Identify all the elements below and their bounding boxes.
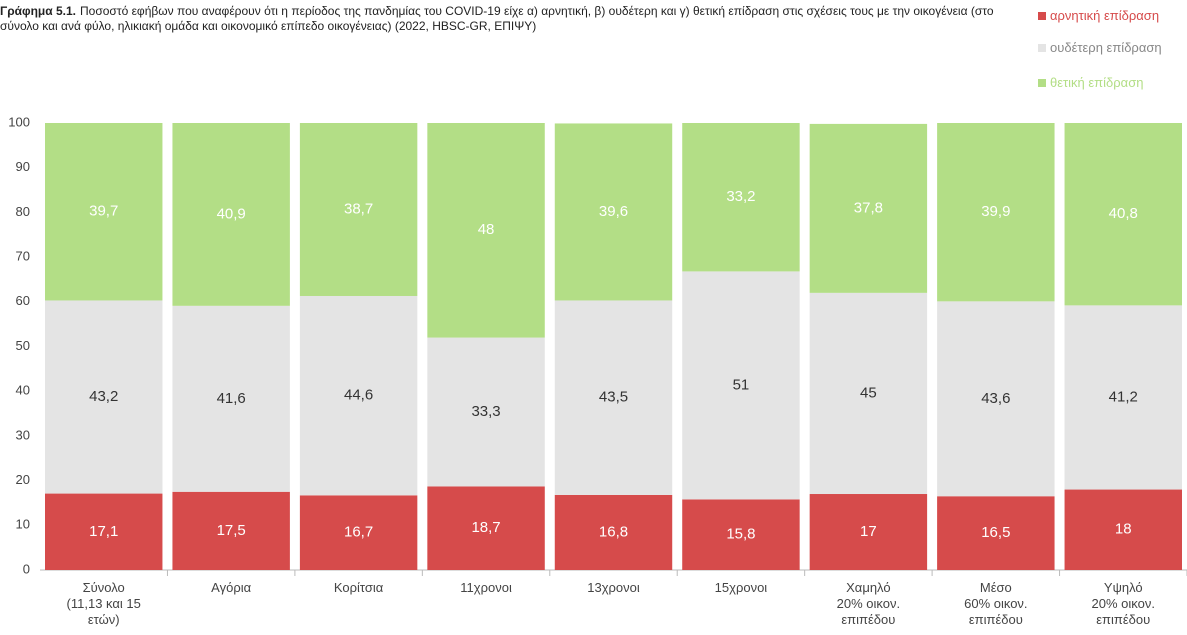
y-tick-label: 50 [16, 338, 30, 353]
legend-swatch [1038, 43, 1046, 52]
value-label: 43,5 [599, 389, 628, 406]
bar-segment [299, 123, 418, 296]
bar-segment [427, 337, 545, 487]
bar-segment [554, 123, 673, 301]
title-text: Ποσοστό εφήβων που αναφέρουν ότι η περίο… [0, 4, 994, 33]
value-label: 43,6 [981, 390, 1010, 407]
value-label: 16,5 [981, 524, 1010, 541]
y-tick-label: 20 [16, 472, 30, 487]
bar-segment [172, 305, 290, 492]
bar-segment [809, 494, 928, 570]
legend-label: αρνητική επίδραση [1050, 8, 1160, 23]
value-label: 39,7 [89, 203, 118, 220]
legend-item: αρνητική επίδραση [1038, 8, 1159, 23]
value-label: 40,8 [1109, 205, 1138, 222]
x-tick-label: 15χρονοι [714, 580, 768, 595]
value-label: 38,7 [344, 200, 373, 217]
y-tick-label: 80 [16, 204, 30, 219]
bar-segment [554, 300, 673, 495]
value-label: 48 [478, 221, 495, 238]
y-tick-label: 70 [16, 249, 30, 264]
title-prefix: Γράφημα 5.1. [0, 4, 76, 18]
bar-segment [937, 301, 1055, 497]
chart-title: Γράφημα 5.1. Ποσοστό εφήβων που αναφέρουν… [0, 4, 1010, 34]
bar-segment [45, 493, 163, 570]
x-tick-label: Κορίτσια [333, 580, 384, 595]
bar-segment [937, 496, 1055, 570]
value-label: 33,2 [726, 188, 755, 205]
legend-item: θετική επίδραση [1038, 75, 1143, 90]
bar-segment [299, 295, 418, 496]
y-tick-label: 40 [16, 383, 30, 398]
x-tick-label: Μέσο 60% οικον. επιπέδου [964, 580, 1028, 627]
value-label: 40,9 [217, 205, 246, 222]
x-tick-label: Αγόρια [211, 580, 252, 595]
value-label: 17 [860, 523, 877, 540]
value-label: 15,8 [726, 526, 755, 543]
bar-segment [45, 300, 163, 494]
value-label: 18,7 [471, 519, 500, 536]
bar-segment [682, 271, 800, 500]
value-label: 51 [733, 376, 750, 393]
value-label: 41,2 [1109, 388, 1138, 405]
bar-segment [172, 491, 290, 570]
bar-segment [809, 123, 928, 293]
legend-swatch [1038, 78, 1046, 87]
bar-segment [682, 123, 800, 272]
value-label: 16,7 [344, 524, 373, 541]
value-label: 17,1 [89, 523, 118, 540]
value-label: 41,6 [217, 390, 246, 407]
value-label: 44,6 [344, 387, 373, 404]
y-tick-label: 100 [8, 114, 30, 129]
bar-segment [1064, 489, 1182, 570]
value-label: 16,8 [599, 523, 628, 540]
value-label: 39,6 [599, 203, 628, 220]
bar-segment [45, 123, 163, 301]
value-label: 45 [860, 384, 877, 401]
bar-segment [1064, 305, 1182, 490]
bar-segment [809, 292, 928, 495]
x-tick-label: 11χρονοι [460, 580, 512, 595]
bar-segment [1064, 123, 1182, 306]
value-label: 39,9 [981, 203, 1010, 220]
bar-segment [172, 123, 290, 306]
x-tick-label: Υψηλό 20% οικον. επιπέδου [1091, 580, 1155, 627]
bar-segment [427, 123, 545, 338]
y-tick-label: 30 [16, 427, 30, 442]
y-tick-label: 0 [23, 561, 30, 576]
legend-label: ουδέτερη επίδραση [1050, 40, 1162, 55]
legend-label: θετική επίδραση [1050, 75, 1144, 90]
y-tick-label: 60 [16, 293, 30, 308]
legend-swatch [1038, 11, 1046, 20]
y-tick-label: 10 [16, 517, 30, 532]
value-label: 17,5 [217, 522, 246, 539]
value-label: 33,3 [471, 403, 500, 420]
bar-segment [427, 486, 545, 570]
bar-segment [682, 499, 800, 570]
x-tick-label: Χαμηλό 20% οικον. επιπέδου [836, 580, 901, 627]
bar-segment [554, 494, 673, 570]
value-label: 18 [1115, 521, 1132, 538]
value-label: 43,2 [89, 388, 118, 405]
x-tick-label: Σύνολο (11,13 και 15 ετών) [66, 580, 141, 627]
bar-segment [299, 495, 418, 570]
bar-segment [937, 123, 1055, 302]
x-tick-label: 13χρονοι [587, 580, 640, 595]
legend-item: ουδέτερη επίδραση [1038, 40, 1162, 55]
value-label: 37,8 [854, 199, 883, 216]
y-tick-label: 90 [16, 159, 30, 174]
